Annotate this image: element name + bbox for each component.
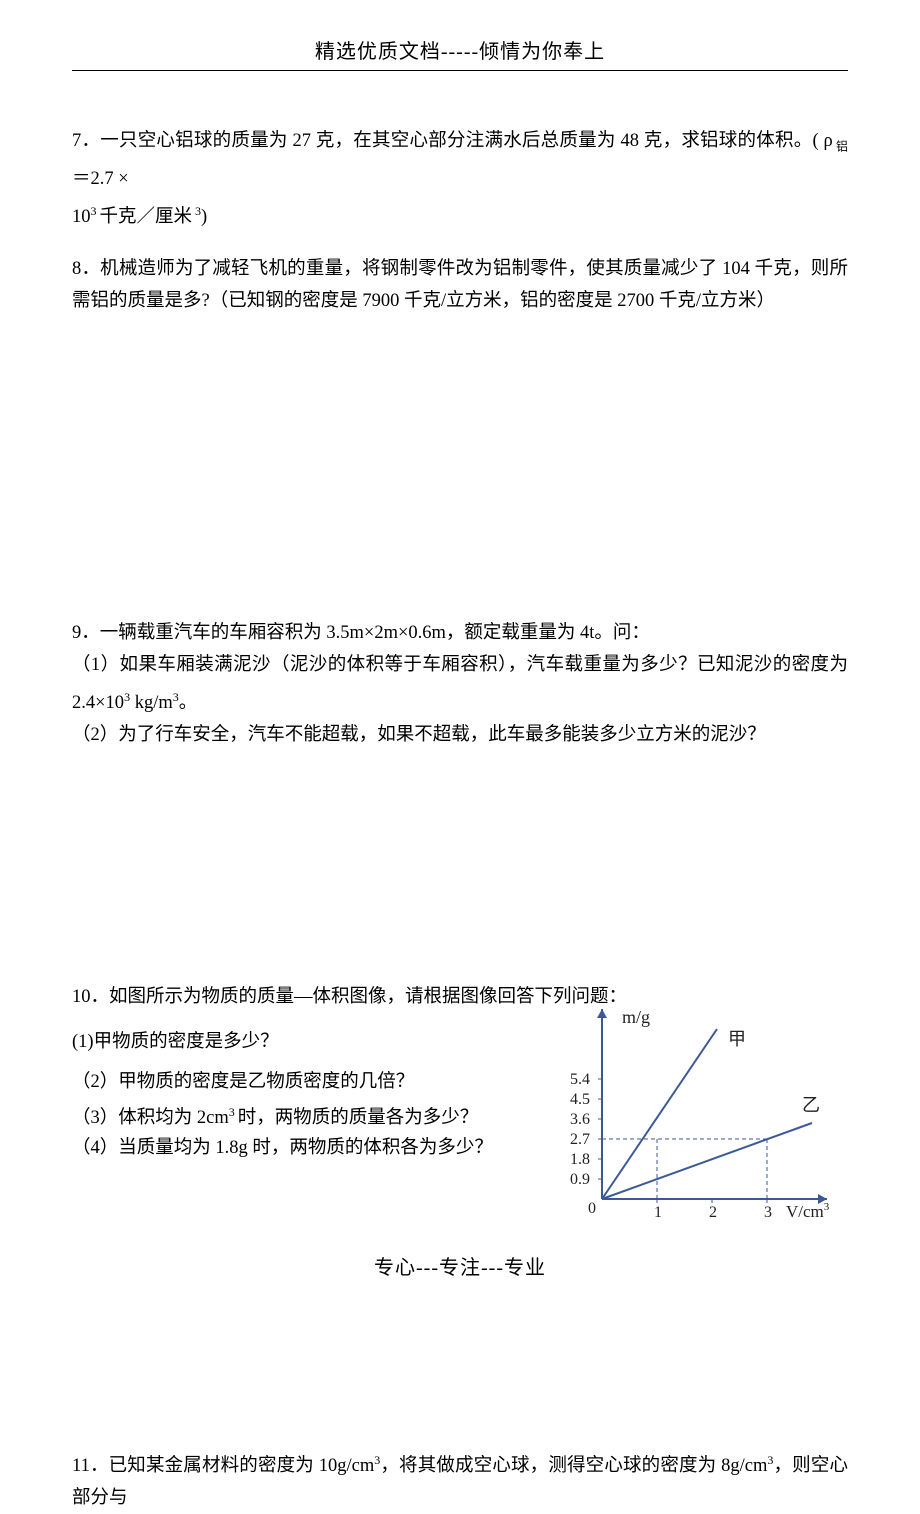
- q9-sub1: （1）如果车厢装满泥沙（泥沙的体积等于车厢容积），汽车载重量为多少？已知泥沙的密…: [72, 649, 848, 719]
- q10-sub2: （2）甲物质的密度是乙物质密度的几倍？: [72, 1067, 542, 1097]
- xtick-0: 1: [654, 1204, 662, 1221]
- q7-text-b: ＝2.7 ×: [72, 169, 129, 189]
- y-arrow: [597, 1009, 607, 1018]
- ytick-5: 5.4: [570, 1071, 590, 1088]
- question-10-body: (1)甲物质的密度是多少？ （2）甲物质的密度是乙物质密度的几倍？ （3）体积均…: [72, 1027, 848, 1244]
- q7-sup1: 3: [91, 204, 100, 218]
- ytick-3: 3.6: [570, 1111, 590, 1128]
- xtick-2: 3: [764, 1204, 772, 1221]
- series-a-line: [602, 1029, 717, 1199]
- ytick-0: 0.9: [570, 1171, 590, 1188]
- question-8: 8．机械造师为了减轻飞机的重量，将钢制零件改为铝制零件，使其质量减少了 104 …: [72, 253, 848, 317]
- q9-sub2: （2）为了行车安全，汽车不能超载，如果不超载，此车最多能装多少立方米的泥沙？: [72, 719, 848, 751]
- y-axis-label: m/g: [622, 1007, 650, 1027]
- q9-sub1-c: 。: [179, 693, 198, 713]
- q10-sub3-a: （3）体积均为 2cm: [72, 1108, 229, 1128]
- q7-line2-a: 10: [72, 207, 91, 227]
- question-10-text: (1)甲物质的密度是多少？ （2）甲物质的密度是乙物质密度的几倍？ （3）体积均…: [72, 1027, 542, 1163]
- mass-volume-chart: 0.9 1.8 2.7 3.6 4.5 5.4 1 2 3: [542, 999, 848, 1244]
- q7-text-a: 7．一只空心铝球的质量为 27 克，在其空心部分注满水后总质量为 48 克，求铝…: [72, 131, 833, 151]
- series-b-label: 乙: [802, 1095, 820, 1115]
- page-body: 精选优质文档-----倾情为你奉上 7．一只空心铝球的质量为 27 克，在其空心…: [0, 0, 920, 1514]
- q7-sup2: 3: [192, 204, 201, 218]
- page-footer: 专心---专注---专业: [0, 1251, 920, 1280]
- q9-sub1-b: kg/m: [130, 693, 173, 713]
- question-9: 9．一辆载重汽车的车厢容积为 3.5m×2m×0.6m，额定载重量为 4t。问：…: [72, 617, 848, 751]
- chart-svg: 0.9 1.8 2.7 3.6 4.5 5.4 1 2 3: [542, 999, 842, 1239]
- ytick-4: 4.5: [570, 1091, 590, 1108]
- page-header: 精选优质文档-----倾情为你奉上: [72, 35, 848, 71]
- spacer: [72, 1057, 542, 1067]
- series-b-line: [602, 1123, 812, 1199]
- x-axis-label: V/cm3: [786, 1201, 830, 1221]
- question-11: 11．已知某金属材料的密度为 10g/cm3，将其做成空心球，测得空心球的密度为…: [72, 1444, 848, 1514]
- q11-a: 11．已知某金属材料的密度为 10g/cm: [72, 1456, 374, 1476]
- q7-sub: 铝: [833, 140, 848, 154]
- ytick-2: 2.7: [570, 1131, 590, 1148]
- y-ticks: 0.9 1.8 2.7 3.6 4.5 5.4: [570, 1071, 590, 1188]
- series-a-label: 甲: [728, 1029, 746, 1049]
- q10-sub3-sup: 3: [229, 1105, 238, 1119]
- q9-title: 9．一辆载重汽车的车厢容积为 3.5m×2m×0.6m，额定载重量为 4t。问：: [72, 617, 848, 649]
- q7-line2-c: ): [201, 207, 207, 227]
- q11-b: ，将其做成空心球，测得空心球的密度为 8g/cm: [380, 1456, 767, 1476]
- q7-line2-b: 千克／厘米: [100, 207, 193, 227]
- q10-sub3-b: 时，两物质的质量各为多少？: [238, 1108, 479, 1128]
- q10-sub3: （3）体积均为 2cm3 时，两物质的质量各为多少？: [72, 1097, 542, 1133]
- question-7: 7．一只空心铝球的质量为 27 克，在其空心部分注满水后总质量为 48 克，求铝…: [72, 125, 848, 233]
- origin-label: 0: [588, 1200, 596, 1217]
- q10-sub4: （4）当质量均为 1.8g 时，两物质的体积各为多少？: [72, 1133, 542, 1163]
- x-ticks: 1 2 3: [654, 1204, 772, 1221]
- xtick-1: 2: [709, 1204, 717, 1221]
- ytick-1: 1.8: [570, 1151, 590, 1168]
- q10-sub1: (1)甲物质的密度是多少？: [72, 1027, 542, 1057]
